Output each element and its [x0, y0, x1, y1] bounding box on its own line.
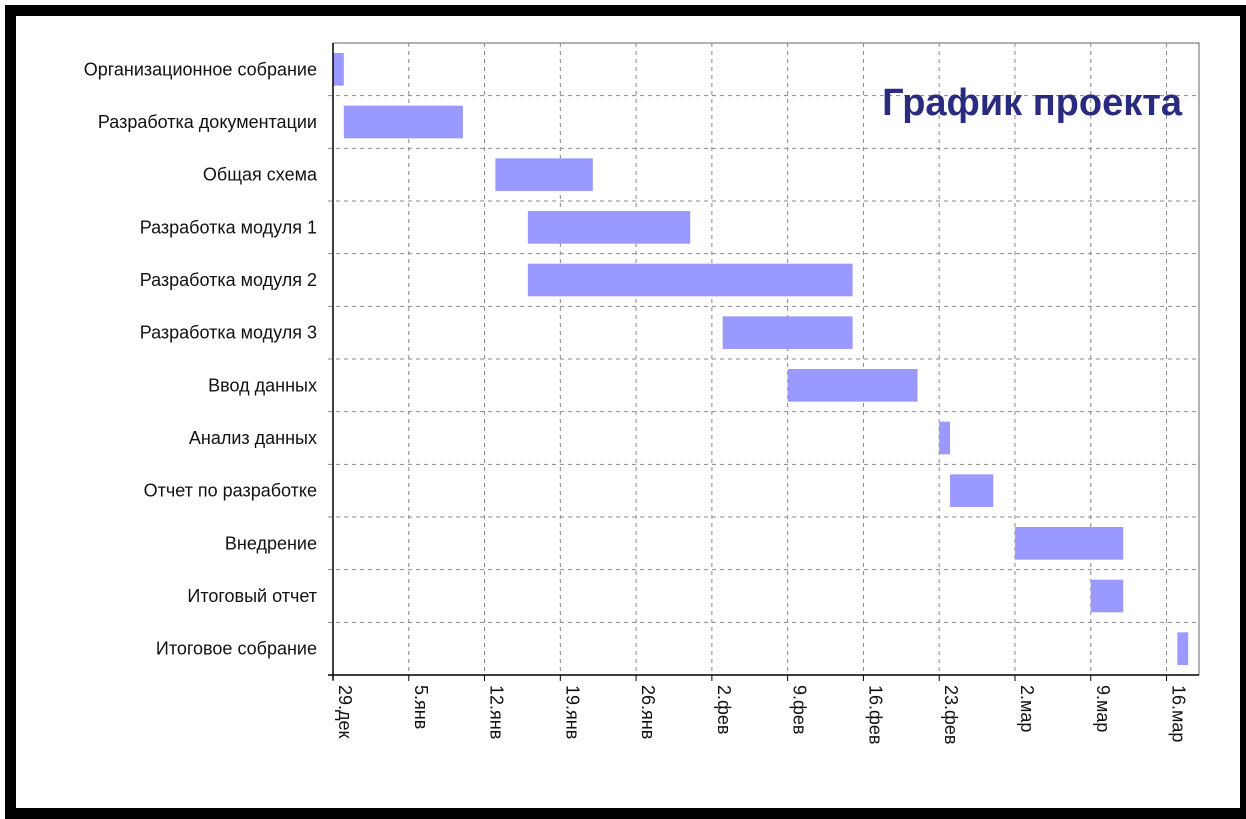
task-bar — [527, 263, 853, 297]
task-bar — [343, 105, 463, 139]
task-bar — [939, 421, 951, 455]
x-tick-label: 2.мар — [1017, 685, 1037, 732]
task-label: Ввод данных — [208, 375, 317, 395]
x-tick-label: 16.фев — [865, 685, 885, 744]
task-label: Итоговый отчет — [187, 586, 317, 606]
chart-title: График проекта — [882, 82, 1183, 124]
task-label: Итоговое собрание — [156, 639, 317, 659]
task-bar — [722, 316, 853, 349]
x-tick-label: 29.дек — [335, 685, 355, 739]
x-tick-label: 12.янв — [487, 685, 507, 739]
x-tick-label: 26.янв — [638, 685, 658, 739]
task-bars — [333, 53, 1189, 665]
task-label: Отчет по разработке — [144, 481, 317, 501]
task-bar — [333, 53, 344, 86]
grid-lines — [328, 43, 1199, 681]
task-bar — [1177, 632, 1189, 665]
x-tick-label: 5.янв — [411, 685, 431, 729]
x-tick-label: 19.янв — [562, 685, 582, 739]
task-bar — [1014, 527, 1124, 560]
x-tick-label: 23.фев — [941, 685, 961, 744]
x-tick-label: 2.фев — [714, 685, 734, 734]
x-tick-label: 9.фев — [790, 685, 810, 734]
task-label: Разработка модуля 1 — [140, 217, 317, 237]
task-label: Организационное собрание — [84, 59, 317, 79]
task-label: Разработка модуля 3 — [140, 323, 317, 343]
task-bar — [787, 369, 918, 402]
task-label: Разработка документации — [98, 112, 317, 132]
x-tick-label: 16.мар — [1169, 685, 1189, 742]
task-label: Анализ данных — [189, 428, 317, 448]
date-tick-labels: 29.дек 5.янв 12.янв 19.янв 26.янв 2.фев 9.фев 1… — [335, 685, 1189, 744]
task-label: Общая схема — [203, 165, 318, 185]
task-label: Внедрение — [225, 533, 317, 553]
task-bar — [1090, 579, 1124, 613]
x-tick-label: 9.мар — [1093, 685, 1113, 732]
task-bar — [950, 474, 994, 507]
task-bar — [527, 211, 691, 244]
task-label: Разработка модуля 2 — [140, 270, 317, 290]
task-bar — [495, 158, 593, 191]
task-labels: Организационное собрание Разработка докум… — [84, 59, 318, 658]
plot-area — [332, 42, 1200, 676]
